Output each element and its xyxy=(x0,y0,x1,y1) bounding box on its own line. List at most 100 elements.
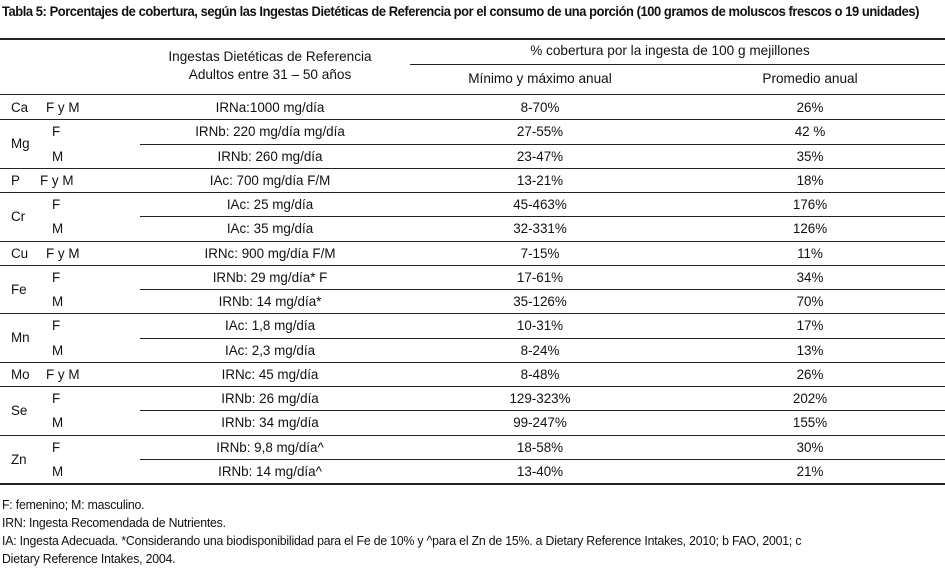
header-reference-line1: Ingestas Dietéticas de Referencia xyxy=(168,49,372,64)
row-reference: IAc: 35 mg/día xyxy=(226,221,314,237)
row-reference: IRNc: 900 mg/día F/M xyxy=(204,245,336,261)
row-reference: IRNc: 45 mg/día xyxy=(221,366,319,382)
row-range: 7-15% xyxy=(520,245,560,261)
row-range: 8-70% xyxy=(520,100,560,115)
table-label: Tabla 5: xyxy=(2,4,47,19)
row-sex: F xyxy=(52,124,61,140)
row-sex: F y M xyxy=(46,245,80,261)
row-reference: IAc: 2,3 mg/día xyxy=(224,342,316,358)
row-sex: F xyxy=(52,269,61,285)
header-min-max: Mínimo y máximo anual xyxy=(468,71,612,86)
row-sex: M xyxy=(52,221,64,237)
row-sex: M xyxy=(52,148,64,164)
note-ia-cont: Dietary Reference Intakes, 2004. xyxy=(2,551,176,566)
table-top-rule xyxy=(0,38,945,40)
header-bottom-rule xyxy=(0,94,945,95)
row-average: 70% xyxy=(796,294,824,309)
row-range: 17-61% xyxy=(516,269,564,285)
row-rule xyxy=(0,167,945,169)
row-reference: IAc: 700 mg/día F/M xyxy=(209,172,331,188)
row-average: 13% xyxy=(796,342,824,358)
row-sub-rule xyxy=(140,289,945,290)
row-sex: F y M xyxy=(46,100,80,115)
row-rule xyxy=(0,240,945,242)
row-reference: IRNb: 29 mg/día* F xyxy=(212,269,328,285)
row-reference: IRNb: 34 mg/día xyxy=(221,415,319,431)
row-average: 30% xyxy=(796,439,824,455)
row-element: Ca xyxy=(11,100,29,115)
row-sex: M xyxy=(52,342,64,358)
table-caption: Tabla 5: Porcentajes de cobertura, según… xyxy=(2,3,919,21)
row-range: 99-247% xyxy=(513,415,567,431)
row-sex: F xyxy=(52,197,61,212)
header-coverage-rule xyxy=(410,64,945,65)
row-range: 18-58% xyxy=(516,439,564,455)
row-average: 34% xyxy=(796,269,824,285)
row-reference: IRNb: 14 mg/día^ xyxy=(218,463,322,479)
row-reference: IRNb: 14 mg/día* xyxy=(218,294,322,309)
row-range: 8-48% xyxy=(520,366,560,382)
row-average: 202% xyxy=(792,391,828,406)
row-element: Se xyxy=(11,403,28,418)
row-reference: IAc: 25 mg/día xyxy=(226,197,314,212)
row-average: 11% xyxy=(797,245,823,261)
row-sex: F xyxy=(52,439,61,455)
row-sex: F xyxy=(52,391,61,406)
row-element: Mg xyxy=(11,136,30,152)
row-average: 26% xyxy=(796,366,824,382)
row-average: 17% xyxy=(796,318,824,334)
row-sex: F y M xyxy=(40,172,74,188)
note-sex: F: femenino; M: masculino. xyxy=(2,497,145,512)
row-reference: IRNa:1000 mg/día xyxy=(215,100,325,115)
row-range: 23-47% xyxy=(516,148,564,164)
row-range: 45-463% xyxy=(513,197,567,212)
row-rule xyxy=(0,434,945,436)
note-ia: IA: Ingesta Adecuada. *Considerando una … xyxy=(2,533,802,548)
row-rule xyxy=(0,386,945,387)
row-range: 27-55% xyxy=(516,124,564,140)
row-range: 10-31% xyxy=(516,318,564,334)
row-average: 21% xyxy=(796,463,824,479)
row-sex: F y M xyxy=(46,366,80,382)
row-element: P xyxy=(11,172,20,188)
row-element: Zn xyxy=(11,451,27,467)
row-range: 129-323% xyxy=(509,391,571,406)
row-average: 42 % xyxy=(794,124,826,140)
row-range: 32-331% xyxy=(513,221,567,237)
row-sub-rule xyxy=(140,216,945,218)
row-sex: M xyxy=(52,294,64,309)
row-rule xyxy=(0,361,945,363)
row-element: Cr xyxy=(11,209,26,224)
row-range: 13-21% xyxy=(516,172,564,188)
table-bottom-rule xyxy=(0,483,945,485)
row-average: 155% xyxy=(792,415,828,431)
row-rule xyxy=(0,313,945,315)
note-irn: IRN: Ingesta Recomendada de Nutrientes. xyxy=(2,515,226,530)
header-reference-line2: Adultos entre 31 – 50 años xyxy=(188,67,352,82)
row-element: Mo xyxy=(11,366,30,382)
row-average: 126% xyxy=(792,221,828,237)
row-average: 176% xyxy=(792,197,828,212)
row-average: 35% xyxy=(796,148,824,164)
row-average: 18% xyxy=(796,172,824,188)
row-reference: IRNb: 9,8 mg/día^ xyxy=(216,439,324,455)
table-notes: F: femenino; M: masculino. IRN: Ingesta … xyxy=(2,496,879,568)
row-sex: M xyxy=(52,415,64,431)
row-sex: F xyxy=(52,318,61,334)
row-rule xyxy=(0,264,945,266)
row-range: 35-126% xyxy=(513,294,567,309)
row-range: 8-24% xyxy=(520,342,560,358)
table-caption-text: Porcentajes de cobertura, según las Inge… xyxy=(49,4,920,19)
row-sub-rule xyxy=(140,337,945,339)
row-element: Mn xyxy=(11,330,30,346)
row-element: Cu xyxy=(11,245,29,261)
row-range: 13-40% xyxy=(516,463,564,479)
row-sub-rule xyxy=(140,458,945,460)
row-average: 26% xyxy=(796,100,824,115)
row-rule xyxy=(0,192,945,193)
row-element: Fe xyxy=(11,281,27,297)
row-reference: IRNb: 260 mg/día xyxy=(217,148,323,164)
row-rule xyxy=(0,119,945,121)
row-sub-rule xyxy=(140,143,945,145)
header-coverage: % cobertura por la ingesta de 100 g meji… xyxy=(530,43,810,58)
